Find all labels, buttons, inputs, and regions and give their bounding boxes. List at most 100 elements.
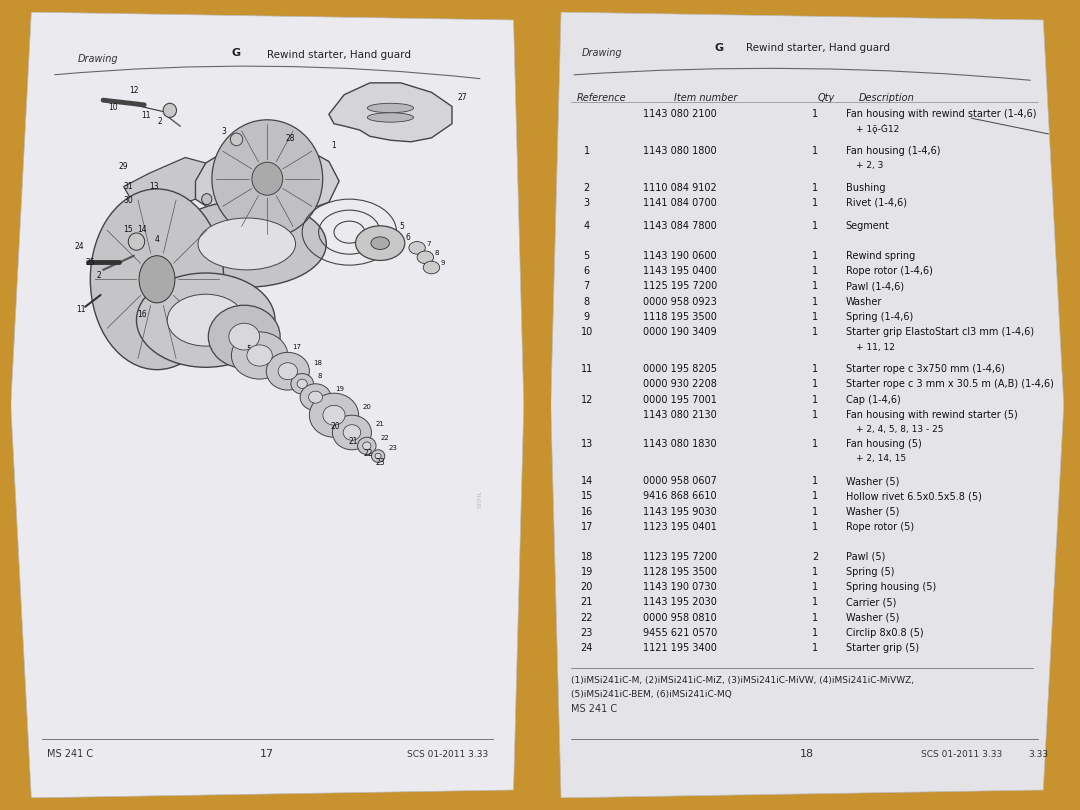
Text: 1: 1: [812, 182, 818, 193]
Ellipse shape: [323, 405, 346, 425]
Text: 31: 31: [123, 182, 133, 191]
Text: 2: 2: [157, 117, 162, 126]
Text: 1: 1: [812, 613, 818, 623]
Text: 1: 1: [812, 327, 818, 337]
Text: Starter rope c 3x750 mm (1-4,6): Starter rope c 3x750 mm (1-4,6): [846, 364, 1004, 374]
Text: 1: 1: [812, 598, 818, 608]
Ellipse shape: [212, 120, 323, 237]
Ellipse shape: [139, 256, 175, 303]
Text: 0000 958 0607: 0000 958 0607: [644, 476, 717, 486]
Text: 24: 24: [581, 643, 593, 654]
Text: 6: 6: [583, 266, 590, 276]
Text: 0000 958 0923: 0000 958 0923: [644, 296, 717, 306]
Text: 2: 2: [97, 271, 102, 279]
Text: 1: 1: [812, 250, 818, 261]
Text: 0000 195 7001: 0000 195 7001: [644, 394, 717, 405]
Text: 17: 17: [260, 749, 274, 759]
Ellipse shape: [230, 133, 243, 146]
Text: 1: 1: [812, 522, 818, 532]
Ellipse shape: [409, 241, 426, 254]
Text: 1128 195 3500: 1128 195 3500: [644, 567, 717, 577]
Ellipse shape: [309, 393, 359, 437]
Text: STIHL: STIHL: [477, 490, 483, 508]
Text: Fan housing with rewind starter (1-4,6): Fan housing with rewind starter (1-4,6): [846, 109, 1037, 119]
Text: 21: 21: [349, 437, 359, 446]
Text: 20: 20: [330, 421, 340, 431]
Text: 1: 1: [332, 141, 336, 150]
Text: 7: 7: [427, 241, 431, 246]
Text: 17: 17: [292, 344, 301, 350]
Text: MS 241 C: MS 241 C: [46, 749, 93, 759]
Text: Rewind spring: Rewind spring: [846, 250, 915, 261]
Text: 11: 11: [141, 111, 151, 120]
Text: Bushing: Bushing: [846, 182, 886, 193]
Text: 1143 080 2100: 1143 080 2100: [644, 109, 717, 119]
Text: 24: 24: [75, 242, 84, 251]
Text: 19: 19: [335, 386, 345, 392]
Text: G: G: [231, 48, 241, 58]
Text: 1143 190 0730: 1143 190 0730: [644, 582, 717, 592]
Text: Fan housing (5): Fan housing (5): [846, 439, 921, 450]
Text: SCS 01-2011 3.33: SCS 01-2011 3.33: [407, 750, 488, 759]
Text: 1143 190 0600: 1143 190 0600: [644, 250, 717, 261]
Text: 0000 958 0810: 0000 958 0810: [644, 613, 717, 623]
Ellipse shape: [167, 201, 326, 288]
Ellipse shape: [279, 363, 297, 380]
Text: 23: 23: [581, 628, 593, 638]
Text: 10: 10: [581, 327, 593, 337]
Text: Qty: Qty: [818, 93, 835, 103]
Ellipse shape: [231, 332, 287, 379]
Text: 6: 6: [405, 233, 410, 242]
Polygon shape: [551, 12, 1064, 798]
Text: 14: 14: [581, 476, 593, 486]
Ellipse shape: [417, 251, 433, 263]
Text: 1: 1: [812, 410, 818, 420]
Text: 9416 868 6610: 9416 868 6610: [644, 492, 717, 501]
Text: 13: 13: [581, 439, 593, 450]
Ellipse shape: [357, 437, 376, 454]
Text: 1: 1: [812, 567, 818, 577]
Ellipse shape: [198, 218, 296, 270]
Text: 18: 18: [313, 360, 323, 366]
Text: 9455 621 0570: 9455 621 0570: [644, 628, 717, 638]
Text: Pawl (5): Pawl (5): [846, 552, 886, 561]
Ellipse shape: [202, 194, 212, 205]
Text: Rewind starter, Hand guard: Rewind starter, Hand guard: [268, 50, 411, 61]
Ellipse shape: [343, 424, 361, 441]
Text: + 2, 4, 5, 8, 13 - 25: + 2, 4, 5, 8, 13 - 25: [856, 425, 944, 434]
Text: Item number: Item number: [674, 93, 738, 103]
Text: 8: 8: [318, 373, 322, 378]
Text: 1: 1: [812, 266, 818, 276]
Ellipse shape: [309, 391, 323, 403]
Ellipse shape: [247, 345, 272, 366]
Ellipse shape: [370, 237, 390, 249]
Text: Carrier (5): Carrier (5): [846, 598, 896, 608]
Text: 1143 080 1800: 1143 080 1800: [644, 146, 717, 156]
Text: G: G: [715, 42, 724, 53]
Text: + 11, 12: + 11, 12: [856, 343, 895, 352]
Text: 1123 195 0401: 1123 195 0401: [644, 522, 717, 532]
Text: 20: 20: [581, 582, 593, 592]
Text: 1: 1: [812, 364, 818, 374]
Text: 1: 1: [812, 507, 818, 517]
Text: 3: 3: [583, 198, 590, 208]
Text: 1: 1: [812, 582, 818, 592]
Text: Circlip 8x0.8 (5): Circlip 8x0.8 (5): [846, 628, 923, 638]
Polygon shape: [329, 83, 453, 142]
Text: 16: 16: [137, 310, 147, 319]
Text: 1110 084 9102: 1110 084 9102: [644, 182, 717, 193]
Ellipse shape: [229, 323, 259, 350]
Text: 15: 15: [123, 225, 133, 234]
Ellipse shape: [375, 454, 381, 459]
Text: 12: 12: [581, 394, 593, 405]
Ellipse shape: [355, 226, 405, 261]
Text: 1: 1: [812, 109, 818, 119]
Text: Fan housing (1-4,6): Fan housing (1-4,6): [846, 146, 941, 156]
Text: Rope rotor (5): Rope rotor (5): [846, 522, 914, 532]
Text: Spring housing (5): Spring housing (5): [846, 582, 936, 592]
Text: Spring (5): Spring (5): [846, 567, 894, 577]
Text: 5: 5: [400, 222, 405, 231]
Text: MS 241 C: MS 241 C: [571, 705, 618, 714]
Text: Rewind starter, Hand guard: Rewind starter, Hand guard: [745, 42, 890, 53]
Ellipse shape: [300, 384, 330, 411]
